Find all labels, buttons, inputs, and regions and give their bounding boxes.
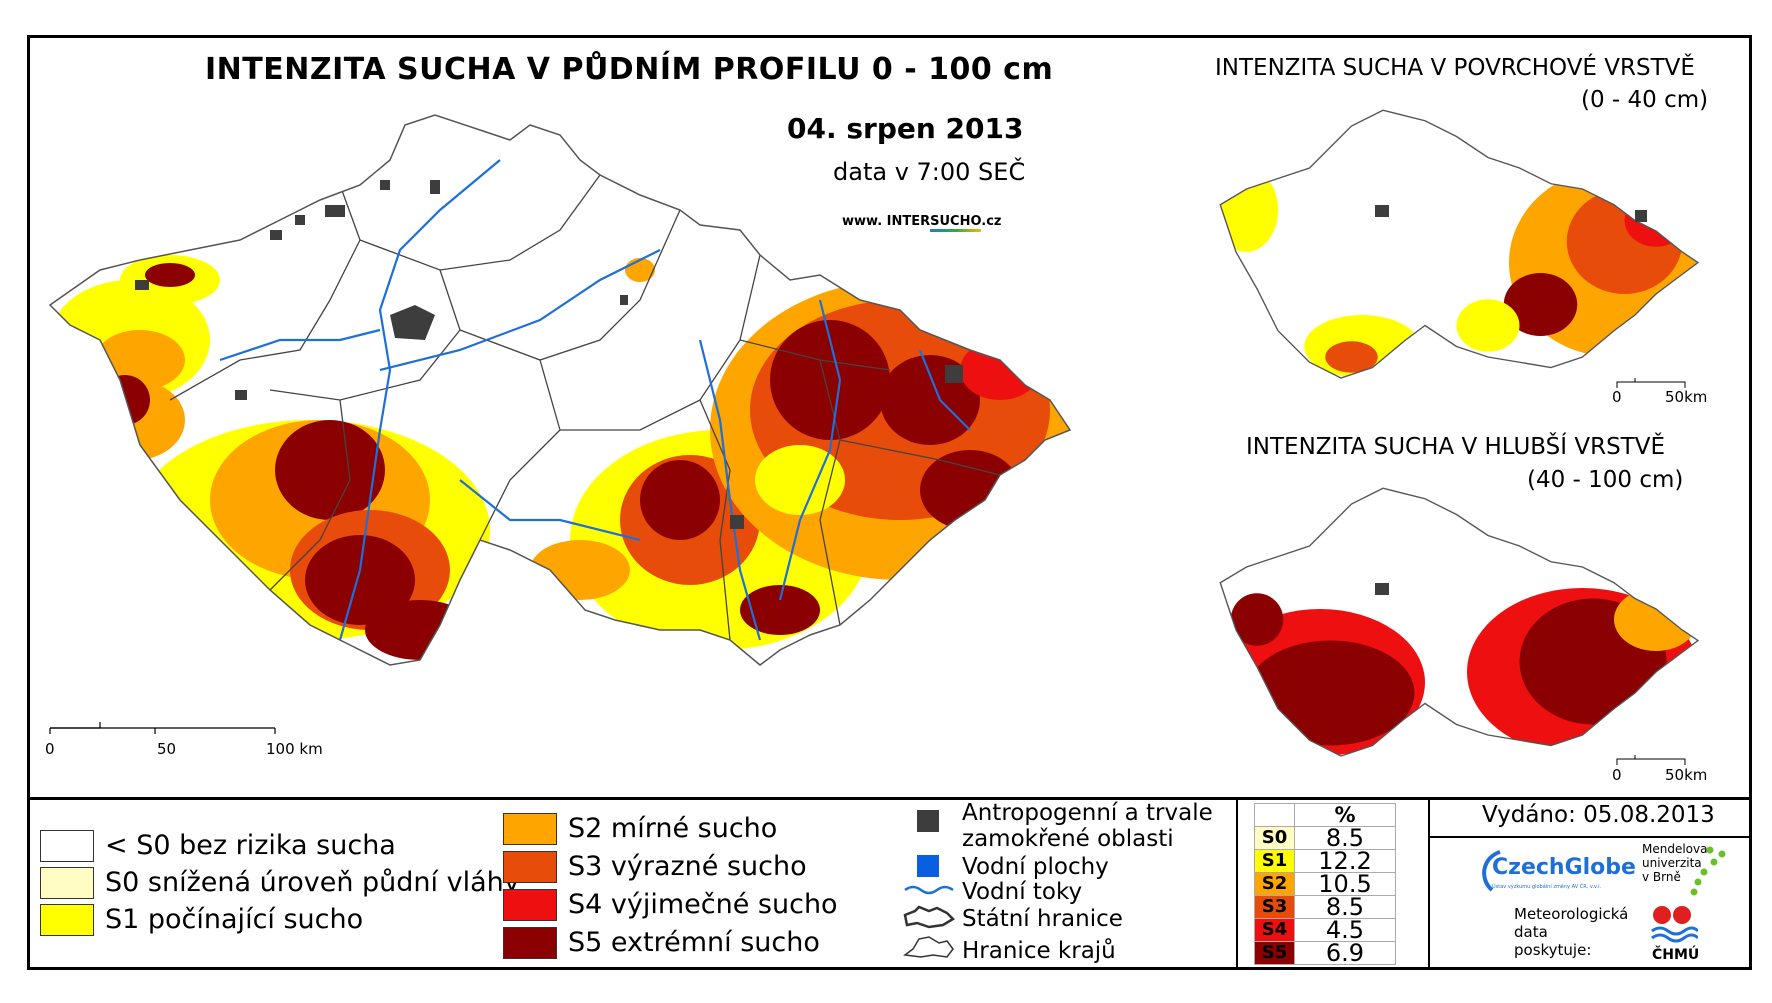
inset-bottom-map xyxy=(1219,487,1700,757)
region-border-icon xyxy=(903,936,954,958)
map-title: INTENZITA SUCHA V PŮDNÍM PROFILU 0 - 100… xyxy=(205,52,1054,87)
map-date: 04. srpen 2013 xyxy=(787,112,1024,145)
legend-streams: Vodní toky xyxy=(962,879,1083,905)
stats-class-s0: S0 xyxy=(1254,826,1295,850)
issued-date: Vydáno: 05.08.2013 xyxy=(1482,802,1715,828)
water-area-swatch xyxy=(917,855,939,877)
website-prefix: www. INTER xyxy=(842,214,931,229)
stats-value-s1: 12.2 xyxy=(1294,849,1396,873)
inset-top-map xyxy=(1219,109,1700,379)
inset-top-title: INTENZITA SUCHA V POVRCHOVÉ VRSTVĚ xyxy=(1215,55,1695,81)
anthropogenic-swatch xyxy=(917,810,939,832)
stats-header-row: % xyxy=(1254,803,1396,827)
legend-water-area: Vodní plochy xyxy=(962,854,1109,880)
czechglobe-name: CzechGlobe xyxy=(1492,855,1636,880)
stats-class-s5: S5 xyxy=(1254,941,1295,965)
data-time: data v 7:00 SEČ xyxy=(833,158,1026,186)
czechglobe-logo xyxy=(1482,850,1501,892)
stats-header-class xyxy=(1254,803,1295,827)
mendel-line-2: univerzita xyxy=(1642,856,1702,870)
legend-label-bez-rizika: < S0 bez rizika sucha xyxy=(105,830,396,861)
stats-value-s2: 10.5 xyxy=(1294,872,1396,896)
legend-label-s1: S1 počínající sucho xyxy=(105,904,364,935)
legend-swatch-s5 xyxy=(503,927,557,959)
stats-row-s5: S5 6.9 xyxy=(1254,941,1396,965)
stats-row-s2: S2 10.5 xyxy=(1254,872,1396,896)
inset-bottom-scale-0: 0 xyxy=(1612,766,1622,784)
drought-stats-table: % S0 8.5 S1 12.2 S2 10.5 S3 8.5 S4 4.5 S5 6.9 xyxy=(1254,803,1396,965)
legend-label-s5: S5 extrémní sucho xyxy=(568,927,820,958)
meteo-text: Meteorologická data poskytuje: xyxy=(1514,905,1628,959)
legend-swatch-bez-rizika xyxy=(40,830,94,862)
main-drought-map xyxy=(48,114,1072,666)
legend-swatch-s3 xyxy=(503,851,557,883)
legend-regions: Hranice krajů xyxy=(962,938,1116,964)
inset-bottom-title: INTENZITA SUCHA V HLUBŠÍ VRSTVĚ xyxy=(1246,434,1665,460)
website-link[interactable]: www. INTERSUCHO.cz xyxy=(842,214,1002,232)
mendel-line-3: v Brně xyxy=(1642,870,1681,884)
legend-swatch-s2 xyxy=(503,813,557,845)
stats-value-s0: 8.5 xyxy=(1294,826,1396,850)
inset-bottom-range: (40 - 100 cm) xyxy=(1527,467,1684,493)
mendel-line-1: Mendelova xyxy=(1642,842,1708,856)
legend-anthro-2: zamokřené oblasti xyxy=(962,826,1174,852)
inset-top-scale-50: 50km xyxy=(1665,388,1708,406)
stream-icon xyxy=(904,885,954,895)
website-highlight: SUCHO xyxy=(930,214,982,232)
legend-label-s0: S0 snížená úroveň půdní vláhy xyxy=(105,867,520,898)
stats-row-s0: S0 8.5 xyxy=(1254,826,1396,850)
stats-row-s1: S1 12.2 xyxy=(1254,849,1396,873)
scale-tick-100: 100 km xyxy=(266,740,323,758)
stats-value-s4: 4.5 xyxy=(1294,918,1396,942)
chmu-name: ČHMÚ xyxy=(1652,947,1700,963)
scale-tick-50: 50 xyxy=(157,740,177,758)
meteo-line-2: data xyxy=(1514,923,1548,941)
mendel-logo-text: Mendelova univerzita v Brně xyxy=(1642,842,1707,884)
stats-value-s5: 6.9 xyxy=(1294,941,1396,965)
stats-divider-left xyxy=(1236,797,1238,970)
scale-tick-0: 0 xyxy=(45,740,55,758)
legend-divider xyxy=(27,797,1752,800)
legend-label-s3: S3 výrazné sucho xyxy=(568,851,807,882)
inset-top-scale-0: 0 xyxy=(1612,388,1622,406)
website-suffix: .cz xyxy=(981,214,1002,229)
inset-top-scale-bar xyxy=(1616,378,1686,388)
legend-swatch-s0 xyxy=(40,867,94,899)
stats-value-s3: 8.5 xyxy=(1294,895,1396,919)
inset-bottom-scale-bar xyxy=(1616,755,1686,765)
meteo-line-3: poskytuje: xyxy=(1514,941,1592,959)
stats-row-s4: S4 4.5 xyxy=(1254,918,1396,942)
legend-swatch-s4 xyxy=(503,889,557,921)
stats-row-s3: S3 8.5 xyxy=(1254,895,1396,919)
main-scale-bar xyxy=(49,722,276,734)
state-border-icon xyxy=(903,905,955,929)
czechglobe-subtitle: Ústav výzkumu globální změny AV ČR, v.v.… xyxy=(1492,884,1602,890)
legend-label-s4: S4 výjimečné sucho xyxy=(568,889,838,920)
stats-class-s3: S3 xyxy=(1254,895,1295,919)
legend-label-s2: S2 mírné sucho xyxy=(568,813,778,844)
stats-header-percent: % xyxy=(1294,803,1396,827)
meteo-line-1: Meteorologická xyxy=(1514,905,1629,923)
mendel-dots-icon xyxy=(1690,846,1726,896)
legend-border: Státní hranice xyxy=(962,906,1123,932)
stats-class-s4: S4 xyxy=(1254,918,1295,942)
chmu-logo-icon xyxy=(1651,906,1698,943)
legend-anthro-1: Antropogenní a trvale xyxy=(962,800,1213,826)
inset-bottom-scale-50: 50km xyxy=(1665,766,1708,784)
stats-class-s2: S2 xyxy=(1254,872,1295,896)
stats-divider-right xyxy=(1428,797,1430,970)
stats-class-s1: S1 xyxy=(1254,849,1295,873)
legend-swatch-s1 xyxy=(40,904,94,936)
logos-box xyxy=(1430,836,1752,972)
inset-top-range: (0 - 40 cm) xyxy=(1581,87,1709,113)
